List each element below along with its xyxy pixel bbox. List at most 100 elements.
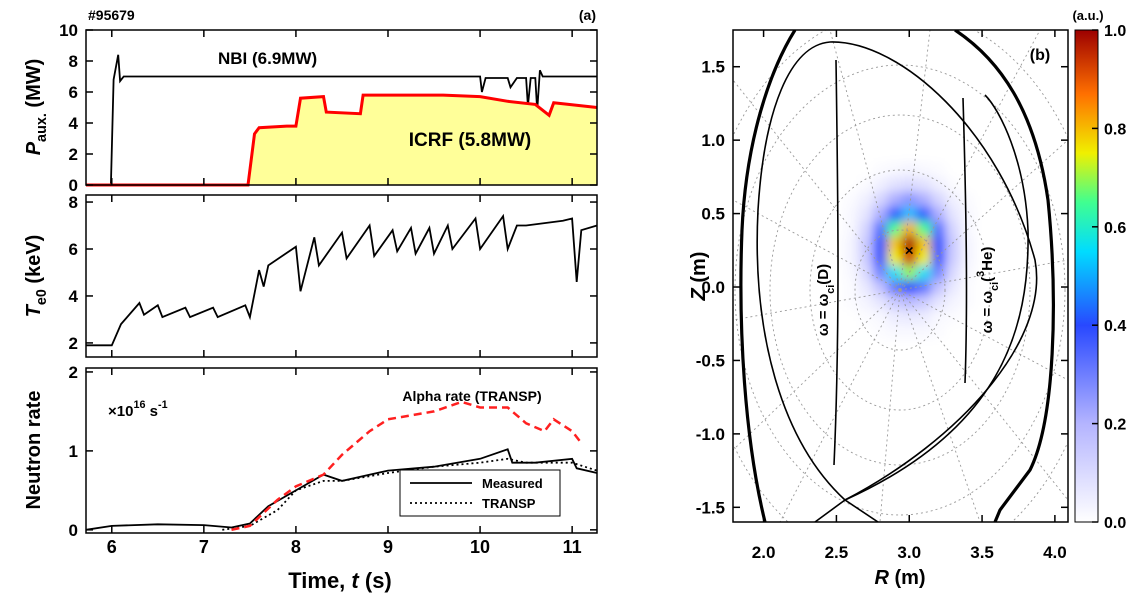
plot-frame (85, 194, 598, 358)
label-part: ω = ω (815, 293, 832, 336)
heat-cell (945, 220, 961, 237)
heat-cell (887, 250, 903, 266)
colorbar-tick-label: 0.2 (1104, 417, 1126, 434)
separatrix-leg (814, 499, 879, 522)
heat-cell (872, 206, 888, 222)
heat-cell (931, 264, 947, 281)
heat-cell (901, 220, 918, 237)
heat-cell (931, 250, 947, 266)
y-tick-label: 1 (69, 442, 78, 461)
label-part: Time, (288, 568, 351, 593)
heat-cell (843, 294, 859, 310)
heat-cell (916, 264, 932, 281)
y-tick-label: 6 (69, 83, 78, 102)
heat-cell (858, 294, 874, 310)
heat-cell (916, 235, 932, 251)
y-tick-label: -1.5 (696, 498, 725, 517)
y-tick-label: 2 (69, 334, 78, 353)
y-tick-label: 0 (69, 176, 78, 195)
heat-cell (901, 264, 918, 281)
heat-cell (931, 162, 947, 178)
heat-cell (887, 220, 903, 237)
plot-frame (732, 29, 1069, 523)
heat-cell (858, 250, 874, 266)
label-part: ×10 (108, 403, 133, 420)
series-label: NBI (6.9MW) (218, 49, 317, 68)
colorbar-tick-label: 0.8 (1104, 121, 1126, 138)
heat-cell (843, 176, 859, 193)
y-tick-label: 8 (69, 52, 78, 71)
heat-cell (872, 162, 888, 178)
x-tick-label: 2.0 (752, 543, 776, 562)
label-part: ω = ω (979, 291, 996, 334)
heat-cell (960, 220, 976, 237)
label-part: (keV) (23, 235, 45, 289)
flux-grid (733, 30, 1068, 522)
heat-cell (945, 206, 961, 222)
y-axis-label: Te0 (keV) (23, 235, 50, 318)
heat-cell (945, 176, 961, 193)
heat-cell (960, 206, 976, 222)
heat-cell (945, 279, 961, 295)
heat-cell (931, 309, 947, 325)
heat-cell (858, 176, 874, 193)
heat-cell (843, 264, 859, 281)
label-part: (D) (815, 264, 832, 285)
unit-label: ×1016 s-1 (108, 399, 168, 420)
resonance-he3 (962, 97, 968, 384)
colorbar-tick-label: 0.0 (1104, 515, 1126, 532)
heat-cell (887, 176, 903, 193)
heat-cell (901, 250, 918, 266)
heat-cell (887, 235, 903, 251)
panel-label: (b) (1030, 47, 1050, 64)
heat-cell (916, 220, 932, 237)
label-part: Z (688, 287, 710, 301)
heat-cell (843, 235, 859, 251)
heat-cell (843, 162, 859, 178)
series-label: Alpha rate (TRANSP) (402, 388, 541, 404)
series-label: ICRF (5.8MW) (409, 130, 531, 151)
label-part: (m) (889, 567, 926, 589)
shot-number: #95679 (88, 7, 135, 23)
y-tick-label: 4 (69, 287, 79, 306)
colorbar-title: (a.u.) (1072, 8, 1103, 23)
x-tick-label: 8 (291, 537, 301, 557)
heat-cell (872, 235, 888, 251)
heat-cell (858, 309, 874, 325)
label-part: 3 (975, 271, 987, 277)
colorbar (1074, 29, 1099, 523)
heat-cell (931, 191, 947, 207)
label-part: R (874, 567, 889, 589)
peak-marker: × (905, 242, 914, 259)
heat-cell (843, 191, 859, 207)
x-axis-label: R (m) (874, 567, 925, 589)
series-line (86, 54, 597, 186)
legend-label: Measured (482, 476, 543, 491)
heat-cell (931, 235, 947, 251)
y-tick-label: 2 (69, 363, 78, 382)
heat-cell (858, 279, 874, 295)
x-tick-label: 9 (383, 537, 393, 557)
heat-cell (843, 250, 859, 266)
heat-cell (901, 206, 918, 222)
heat-cell (945, 250, 961, 266)
vessel-wall (739, 30, 797, 522)
resonance-label: ω = ωci(D) (815, 264, 837, 336)
y-tick-label: 0.5 (701, 205, 725, 224)
heat-cell (872, 191, 888, 207)
heat-cell (872, 176, 888, 193)
heat-cell (916, 309, 932, 325)
heat-cell (901, 279, 918, 295)
x-tick-label: 4.0 (1043, 543, 1067, 562)
heat-cell (960, 294, 976, 310)
heat-cell (901, 309, 918, 325)
y-axis-label: Neutron rate (23, 391, 45, 510)
heat-cell (945, 294, 961, 310)
heat-cell (960, 323, 976, 339)
series-line (86, 213, 598, 347)
heat-cell (916, 206, 932, 222)
heat-cell (858, 264, 874, 281)
x-tick-label: 3.5 (970, 543, 994, 562)
heat-cell (960, 191, 976, 207)
heat-cell (872, 250, 888, 266)
